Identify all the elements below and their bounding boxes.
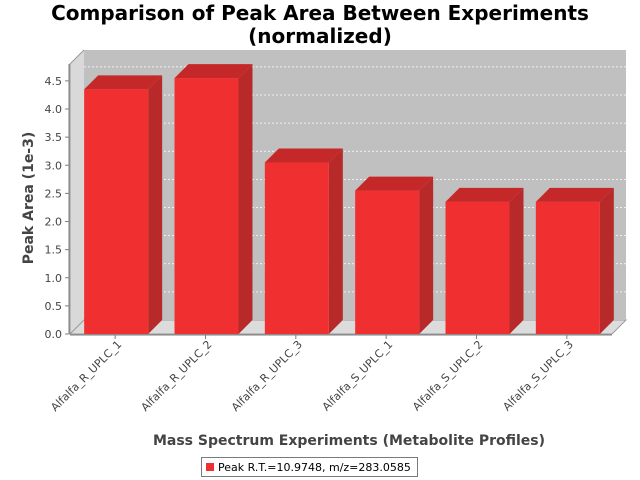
bar-side	[148, 75, 163, 334]
y-axis-title: Peak Area (1e-3)	[21, 132, 37, 265]
x-tick-label: Alfalfa_S_UPLC_1	[320, 338, 396, 414]
x-tick-label: Alfalfa_S_UPLC_2	[410, 338, 486, 414]
plot-frame-edge	[69, 49, 85, 334]
bar-top	[535, 187, 614, 202]
y-tick-label: 3.0	[45, 159, 63, 172]
plot-side-wall	[70, 50, 84, 334]
bar	[264, 148, 343, 334]
bar-side	[419, 176, 434, 334]
y-tick-label: 0.5	[45, 300, 63, 313]
y-axis: 0.0 0.5 1.0 1.5 2.0 2.5 3.0 3.5 4.0 4.5	[45, 64, 70, 341]
y-tick-label: 4.5	[45, 75, 63, 88]
bar	[535, 187, 614, 334]
bar-side	[599, 187, 614, 334]
bar	[445, 187, 524, 334]
legend-label: Peak R.T.=10.9748, m/z=283.0585	[218, 460, 411, 474]
chart-title-line-1: Comparison of Peak Area Between Experime…	[51, 1, 589, 25]
x-tick-label: Alfalfa_R_UPLC_2	[139, 338, 215, 414]
legend-swatch	[206, 463, 214, 471]
plot-back-wall	[84, 50, 626, 320]
x-tick-label: Alfalfa_S_UPLC_3	[500, 338, 576, 414]
x-axis-title: Mass Spectrum Experiments (Metabolite Pr…	[153, 433, 545, 449]
y-tick-label: 4.0	[45, 103, 63, 116]
bar-top	[84, 75, 163, 90]
chart-title: Comparison of Peak Area Between Experime…	[0, 2, 640, 48]
legend: Peak R.T.=10.9748, m/z=283.0585	[201, 457, 418, 477]
bar-front	[174, 78, 239, 334]
y-tick-label: 1.0	[45, 272, 63, 285]
bar-side	[328, 148, 343, 334]
x-axis: Alfalfa_R_UPLC_1 Alfalfa_R_UPLC_2 Alfalfa_…	[48, 334, 612, 414]
bar	[174, 64, 253, 334]
bar	[84, 75, 163, 334]
bar	[355, 176, 434, 334]
bar-front	[535, 201, 600, 334]
y-tick-label: 0.0	[45, 328, 63, 341]
bar-front	[445, 201, 510, 334]
bar-side	[509, 187, 524, 334]
y-tick-label: 1.5	[45, 244, 63, 257]
bar-front	[355, 190, 420, 334]
x-tick-label: Alfalfa_R_UPLC_1	[48, 338, 124, 414]
bars	[84, 64, 614, 334]
y-tick-label: 2.5	[45, 187, 63, 200]
bar-top	[445, 187, 524, 202]
bar-front	[264, 162, 329, 334]
bar-top	[355, 176, 434, 191]
bar-top	[264, 148, 343, 163]
bar-top	[174, 64, 253, 79]
y-tick-label: 3.5	[45, 131, 63, 144]
x-tick-label: Alfalfa_R_UPLC_3	[229, 338, 305, 414]
chart-title-line-2: (normalized)	[248, 24, 392, 48]
y-tick-label: 2.0	[45, 216, 63, 229]
bar-side	[238, 64, 253, 334]
bar-front	[84, 89, 149, 334]
